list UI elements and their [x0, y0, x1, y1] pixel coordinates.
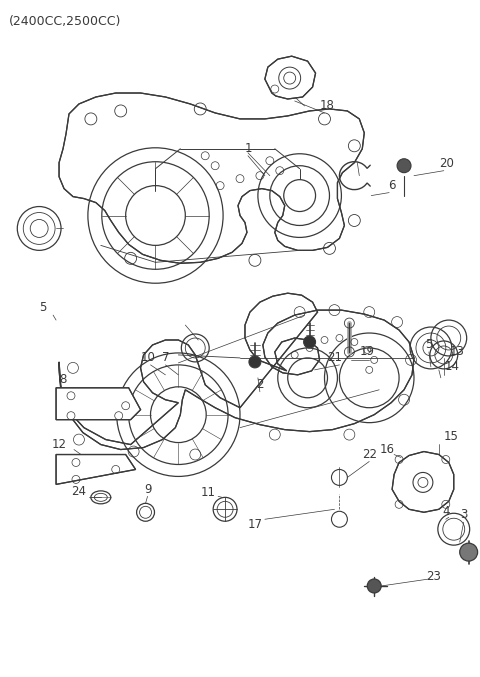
- Text: (2400CC,2500CC): (2400CC,2500CC): [9, 16, 122, 28]
- Circle shape: [249, 356, 261, 368]
- Text: 13: 13: [449, 345, 464, 358]
- Text: 4: 4: [442, 505, 450, 518]
- Text: 19: 19: [360, 345, 375, 358]
- Text: 5: 5: [39, 301, 47, 313]
- Text: 6: 6: [388, 179, 396, 192]
- Text: 12: 12: [51, 438, 67, 451]
- Text: 21: 21: [327, 351, 342, 364]
- Polygon shape: [265, 56, 315, 99]
- Text: 7: 7: [162, 351, 169, 364]
- Text: 23: 23: [426, 569, 441, 582]
- Text: 18: 18: [320, 100, 335, 112]
- Text: 17: 17: [247, 518, 263, 531]
- Text: 5: 5: [425, 338, 432, 351]
- Text: 9: 9: [144, 483, 151, 496]
- Polygon shape: [56, 388, 141, 420]
- Circle shape: [367, 579, 381, 593]
- Text: 2: 2: [256, 378, 264, 391]
- Text: 15: 15: [444, 430, 458, 443]
- Polygon shape: [392, 452, 454, 512]
- Text: 22: 22: [362, 448, 377, 461]
- Text: 24: 24: [72, 485, 86, 498]
- Text: 11: 11: [201, 486, 216, 499]
- Text: 8: 8: [60, 373, 67, 387]
- Text: 10: 10: [141, 351, 156, 364]
- Text: 3: 3: [460, 508, 468, 521]
- Polygon shape: [59, 293, 414, 450]
- Text: 16: 16: [380, 443, 395, 456]
- Circle shape: [460, 543, 478, 561]
- Polygon shape: [56, 454, 136, 485]
- Text: 1: 1: [244, 142, 252, 155]
- Text: 14: 14: [444, 360, 459, 374]
- Text: 20: 20: [439, 157, 454, 170]
- Circle shape: [304, 336, 315, 348]
- Polygon shape: [59, 93, 364, 263]
- Circle shape: [397, 158, 411, 173]
